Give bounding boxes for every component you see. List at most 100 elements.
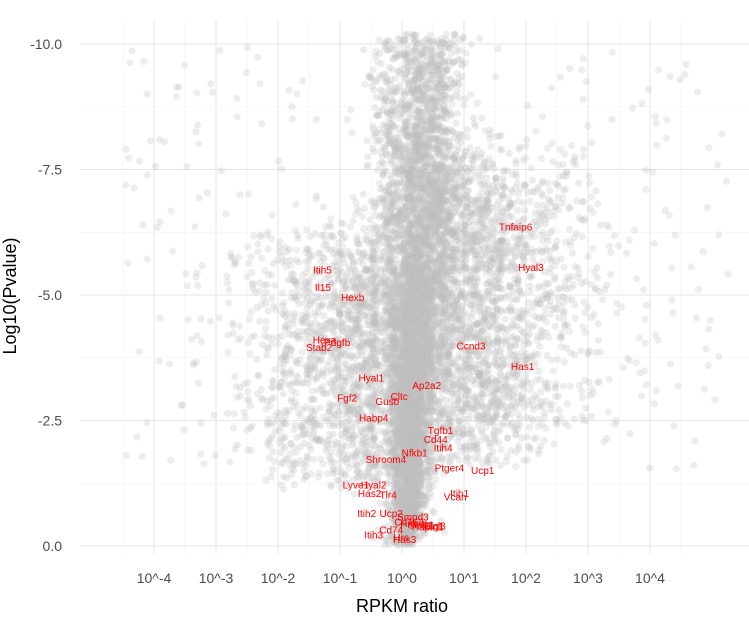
data-point: [304, 417, 312, 425]
data-point: [588, 193, 596, 201]
data-point: [409, 524, 417, 532]
data-point: [369, 66, 377, 74]
data-point: [438, 290, 447, 298]
data-point: [284, 342, 292, 350]
data-point: [305, 250, 313, 258]
data-point: [346, 366, 354, 375]
data-point: [417, 281, 425, 289]
data-point: [505, 149, 513, 157]
data-point: [369, 483, 377, 491]
data-point: [536, 342, 544, 350]
data-point: [288, 115, 296, 123]
data-point: [405, 117, 413, 125]
data-point: [419, 303, 427, 311]
data-point: [400, 468, 408, 476]
data-point: [446, 314, 454, 322]
data-point: [394, 217, 403, 225]
data-point: [436, 276, 444, 284]
data-point: [405, 175, 414, 183]
data-point: [415, 442, 423, 450]
data-point: [421, 448, 430, 456]
data-point: [382, 228, 390, 236]
data-point: [386, 156, 394, 164]
data-point: [442, 353, 450, 361]
data-point: [484, 365, 493, 374]
data-point: [577, 347, 585, 355]
data-point: [344, 410, 352, 418]
data-point: [503, 336, 511, 344]
data-point: [691, 437, 699, 445]
data-point: [420, 154, 428, 162]
data-point: [462, 164, 470, 172]
data-point: [478, 114, 486, 122]
data-point: [411, 490, 419, 498]
data-point: [475, 303, 483, 311]
data-point: [479, 376, 487, 385]
data-point: [510, 275, 519, 283]
data-point: [449, 406, 457, 414]
data-point: [143, 418, 151, 426]
data-point: [256, 287, 264, 295]
data-point: [407, 511, 415, 519]
data-point: [427, 457, 435, 465]
data-point: [594, 320, 602, 328]
data-point: [233, 113, 241, 121]
data-point: [414, 462, 422, 470]
data-point: [376, 500, 384, 508]
data-point: [540, 413, 549, 422]
data-point: [409, 461, 417, 469]
data-point: [525, 401, 533, 409]
data-point: [554, 294, 562, 302]
data-point: [139, 221, 147, 229]
data-point: [371, 377, 379, 385]
data-point: [425, 372, 434, 380]
data-point: [349, 301, 357, 309]
data-point: [490, 437, 499, 446]
data-point: [402, 154, 410, 162]
data-point: [382, 435, 390, 443]
data-point: [579, 95, 587, 103]
data-point: [387, 258, 395, 266]
data-point: [410, 453, 418, 461]
data-point: [407, 277, 415, 285]
data-point: [396, 35, 404, 44]
data-point: [405, 300, 413, 308]
data-point: [398, 419, 406, 427]
data-point: [420, 285, 428, 293]
data-point: [217, 167, 225, 175]
data-point: [538, 177, 547, 185]
data-point: [415, 343, 424, 351]
data-point: [388, 420, 396, 428]
data-point: [428, 436, 436, 444]
data-point: [486, 381, 494, 389]
data-point: [462, 239, 470, 247]
data-point: [436, 405, 444, 413]
data-point: [605, 242, 613, 250]
data-point: [415, 142, 423, 150]
data-point: [448, 263, 456, 271]
data-point: [436, 201, 444, 209]
data-point: [484, 246, 492, 254]
data-point: [549, 158, 557, 166]
data-point: [309, 416, 317, 425]
data-point: [330, 329, 338, 337]
data-point: [403, 405, 411, 413]
data-point: [401, 328, 410, 336]
data-point: [401, 400, 409, 408]
data-point: [391, 491, 399, 499]
data-point: [256, 231, 264, 239]
grid: [80, 20, 749, 554]
data-point: [327, 380, 335, 388]
data-point: [464, 454, 472, 462]
data-point: [714, 161, 722, 169]
data-point: [404, 534, 412, 542]
data-point: [581, 309, 589, 317]
data-point: [635, 334, 644, 342]
data-point: [468, 232, 477, 241]
data-point: [432, 418, 440, 426]
data-point: [386, 247, 394, 255]
data-point: [392, 88, 400, 96]
data-point: [122, 145, 130, 153]
data-point: [308, 434, 316, 442]
data-point: [180, 426, 188, 434]
